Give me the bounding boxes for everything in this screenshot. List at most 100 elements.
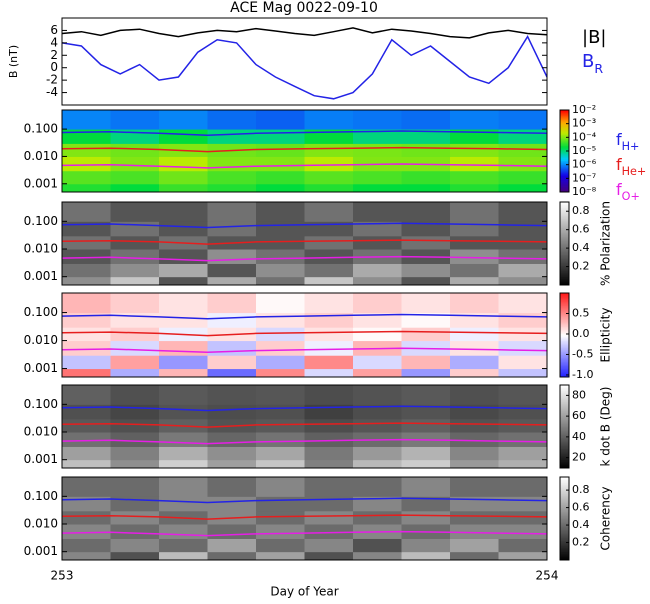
- colorbar-slice: [560, 141, 569, 144]
- colorbar-slice: [560, 496, 569, 499]
- spectrogram-cell: [498, 446, 547, 461]
- spectrogram-cell: [498, 156, 547, 172]
- spectrogram-cell: [159, 276, 208, 285]
- spectrogram-cell: [450, 459, 499, 468]
- spectrogram-cell: [498, 510, 547, 525]
- spectrogram-cell: [353, 477, 402, 497]
- x-tick-label: 253: [51, 569, 74, 583]
- colorbar-slice: [560, 333, 569, 336]
- series-line: [62, 239, 547, 245]
- x-axis-label: Day of Year: [270, 585, 338, 599]
- spectrogram-cell: [401, 459, 451, 468]
- spectrogram-cell: [304, 143, 354, 157]
- colorbar-slice: [560, 142, 569, 145]
- y-tick-label: -2: [46, 73, 58, 87]
- colorbar-slice: [560, 140, 569, 142]
- colorbar-slice: [560, 506, 569, 508]
- spectrogram-cell: [62, 110, 111, 130]
- colorbar-slice: [560, 116, 569, 119]
- colorbar-slice: [560, 462, 569, 465]
- spectrogram-cell: [159, 477, 208, 497]
- colorbar-slice: [560, 340, 569, 343]
- y-tick-label: 6: [50, 23, 58, 37]
- colorbar-slice: [560, 525, 569, 528]
- spectrogram-cell: [304, 293, 354, 314]
- colorbar-slice: [560, 321, 569, 323]
- colorbar-slice: [560, 349, 569, 351]
- colorbar-slice: [560, 524, 569, 526]
- colorbar-slice: [560, 251, 569, 254]
- colorbar-slice: [560, 215, 569, 218]
- spectrogram-cell: [353, 263, 402, 278]
- spectrogram-cell: [159, 385, 208, 405]
- spectrogram-cell: [353, 368, 402, 377]
- spectrogram-cell: [159, 156, 208, 172]
- colorbar-tick-label: -0.5: [572, 347, 593, 360]
- spectrogram-cell: [256, 510, 305, 525]
- spectrogram-cell: [498, 170, 547, 185]
- spectrogram-cell: [256, 404, 305, 420]
- y-tick-label: 0.001: [24, 544, 58, 558]
- spectrogram-cell: [401, 276, 451, 285]
- spectrogram-cell: [256, 235, 305, 250]
- spectrogram-cell: [304, 524, 354, 539]
- spectrogram-cell: [207, 293, 257, 314]
- spectrogram-cell: [450, 183, 499, 192]
- colorbar-slice: [560, 360, 569, 362]
- spectrogram-cell: [62, 327, 111, 342]
- colorbar-slice: [560, 557, 569, 560]
- spectrogram-cell: [304, 170, 354, 185]
- spectrogram-cell: [207, 312, 257, 328]
- colorbar-slice: [560, 235, 569, 237]
- colorbar-slice: [560, 503, 569, 506]
- series-line: [62, 514, 547, 520]
- spectrogram-cell: [401, 538, 451, 553]
- colorbar-slice: [560, 330, 569, 333]
- spectrogram-cell: [256, 327, 305, 342]
- spectrogram-cell: [62, 477, 111, 497]
- colorbar-slice: [560, 336, 569, 339]
- colorbar-slice: [560, 233, 569, 236]
- y-axis-label: B (nT): [7, 45, 20, 78]
- colorbar-slice: [560, 316, 569, 319]
- colorbar-slice: [560, 445, 569, 448]
- colorbar-slice: [560, 408, 569, 411]
- spectrogram-cell: [62, 446, 111, 461]
- spectrogram-cell: [450, 263, 499, 278]
- spectrogram-cell: [62, 156, 111, 172]
- colorbar-tick-label: 0.6: [572, 223, 590, 236]
- colorbar-slice: [560, 478, 569, 481]
- spectrogram-cell: [304, 418, 354, 433]
- colorbar-slice: [560, 456, 569, 459]
- spectrogram-cell: [62, 249, 111, 264]
- colorbar-slice: [560, 325, 569, 327]
- colorbar-slice: [560, 319, 569, 322]
- spectrogram-cell: [207, 404, 257, 420]
- colorbar-slice: [560, 276, 569, 279]
- spectrogram-cell: [353, 385, 402, 405]
- colorbar-tick-label: 0.2: [572, 260, 590, 273]
- colorbar-slice: [560, 492, 569, 494]
- spectrogram-cell: [353, 418, 402, 433]
- colorbar-slice: [560, 391, 569, 394]
- colorbar-tick-label: 0.8: [572, 483, 590, 496]
- colorbar-slice: [560, 390, 569, 393]
- colorbar-slice: [560, 438, 569, 441]
- colorbar-slice: [560, 544, 569, 547]
- colorbar-slice: [560, 267, 569, 269]
- colorbar-slice: [560, 130, 569, 133]
- spectrogram-cell: [110, 477, 160, 497]
- colorbar-slice: [560, 461, 569, 463]
- colorbar-slice: [560, 244, 569, 247]
- colorbar-slice: [560, 221, 569, 224]
- spectrogram-cell: [110, 276, 160, 285]
- spectrogram-cell: [110, 385, 160, 405]
- colorbar-slice: [560, 294, 569, 297]
- spectrogram-cell: [498, 524, 547, 539]
- spectrogram-cell: [401, 202, 451, 222]
- spectrogram-cell: [498, 183, 547, 192]
- colorbar-slice: [560, 278, 569, 280]
- spectrogram-cell: [207, 446, 257, 461]
- colorbar-slice: [560, 187, 569, 190]
- spectrogram-cell: [401, 235, 451, 250]
